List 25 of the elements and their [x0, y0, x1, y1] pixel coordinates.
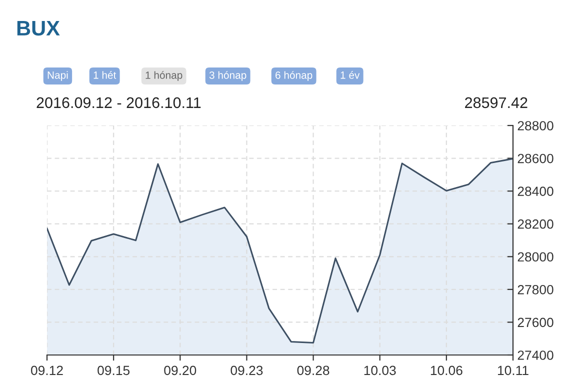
x-tick-label: 10.11 [498, 366, 528, 376]
y-tick-label: 27800 [518, 284, 554, 294]
x-tick-label: 09.20 [164, 366, 196, 376]
y-tick-label: 27400 [518, 350, 554, 360]
x-tick-label: 10.06 [430, 366, 462, 376]
text: 2016.09.12 - 2016.10.11 [36, 97, 201, 108]
text: 28597.42 [465, 97, 528, 108]
text: 1 hónap [146, 71, 182, 81]
y-tick-label: 28200 [518, 219, 554, 229]
text: Napi [48, 71, 68, 81]
text: 6 hónap [276, 71, 312, 81]
x-tick-label: 09.15 [98, 366, 130, 376]
x-tick-label: 10.03 [364, 366, 396, 376]
y-tick-label: 28400 [518, 186, 554, 196]
chart-title: BUX [17, 21, 60, 36]
x-tick-label: 09.23 [230, 366, 263, 376]
text: 1 év [340, 71, 360, 79]
y-tick-label: 28800 [518, 121, 554, 130]
y-tick-label: 28600 [518, 154, 554, 164]
x-tick-label: 09.12 [31, 366, 63, 376]
text: 3 hónap [209, 71, 246, 81]
x-tick-label: 09.28 [297, 366, 330, 376]
y-tick-label: 28000 [518, 252, 554, 262]
text: 1 hét [94, 71, 116, 79]
y-tick-label: 27600 [518, 318, 554, 328]
